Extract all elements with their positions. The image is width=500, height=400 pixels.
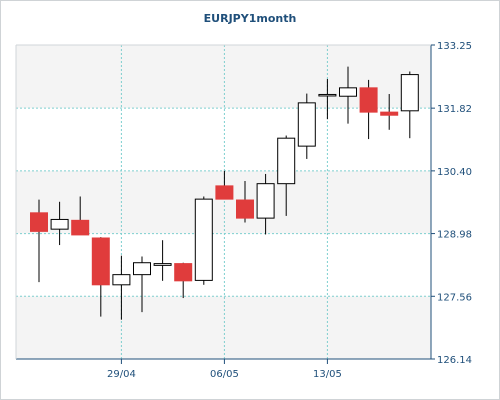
candle-body-down (215, 185, 234, 200)
candle-body-down (30, 212, 48, 232)
candle-body-up (339, 87, 357, 97)
candle-body-up (318, 93, 337, 97)
candle-body-up (194, 198, 213, 281)
chart-title: EURJPY1month (204, 12, 297, 25)
candle (133, 256, 151, 313)
candle-body-up (112, 274, 131, 286)
candle (112, 255, 131, 320)
candle (400, 71, 419, 139)
candle-body-down (71, 219, 90, 236)
y-tick-label: 127.56 (437, 292, 472, 303)
candle-body-down (236, 199, 254, 219)
candle-body-up (50, 218, 69, 230)
candle-body-up (400, 74, 419, 112)
y-tick-label: 126.14 (437, 355, 472, 366)
candle (359, 79, 378, 140)
y-tick-label: 128.98 (437, 230, 472, 241)
candle (277, 135, 296, 216)
y-tick-label: 131.82 (437, 104, 472, 115)
candle (153, 240, 172, 281)
y-tick-label: 133.25 (437, 41, 472, 52)
candle (50, 201, 69, 246)
candle (30, 199, 48, 283)
candle (71, 196, 90, 236)
y-tick-label: 130.40 (437, 167, 472, 178)
candle-body-up (256, 183, 275, 219)
candle-body-up (297, 102, 316, 147)
candle-body-up (277, 137, 296, 185)
candle (256, 173, 275, 235)
candle-body-down (380, 111, 399, 116)
axes: 126.14 127.56 128.98 130.40 131.82 133.25 29/0… (15, 41, 472, 380)
candle (91, 237, 110, 317)
x-tick-label: 13/05 (313, 369, 342, 380)
candle (215, 170, 234, 200)
candle (174, 262, 193, 299)
candle (339, 66, 357, 124)
x-tick-label: 29/04 (107, 369, 136, 380)
candles (30, 66, 419, 320)
candle-body-down (174, 263, 193, 282)
x-tick-label: 06/05 (210, 369, 239, 380)
grid-band (16, 296, 431, 359)
candle (380, 94, 399, 130)
candle (318, 79, 337, 120)
candle (194, 196, 213, 285)
candle-body-up (153, 263, 172, 266)
candle-body-down (91, 237, 110, 286)
candle (236, 181, 254, 223)
candle (297, 93, 316, 159)
candle-body-down (359, 87, 378, 113)
candle-body-up (133, 262, 151, 276)
